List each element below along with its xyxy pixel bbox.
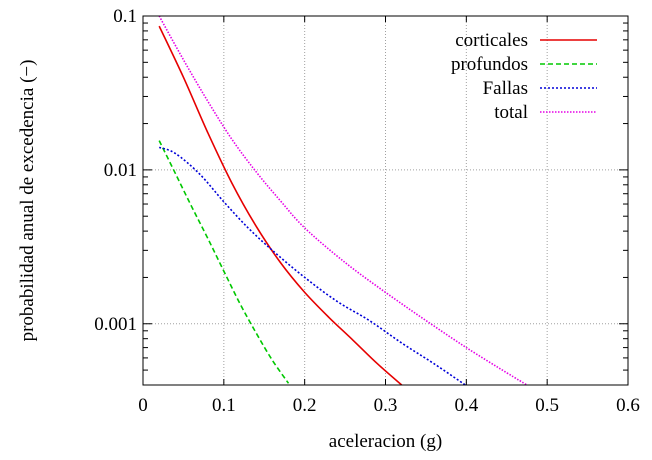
series-group (158, 16, 528, 385)
x-tick-label: 0.1 (212, 395, 236, 416)
legend-label-corticales: corticales (455, 30, 528, 51)
x-tick-label: 0.2 (293, 395, 317, 416)
legend-label-total: total (494, 102, 528, 123)
ticks (142, 15, 629, 385)
x-axis-label: aceleracion (g) (329, 431, 442, 452)
y-tick-label: 0.1 (113, 6, 137, 27)
series-line-corticales (158, 25, 403, 385)
series-line-fallas (158, 146, 467, 385)
x-tick-label: 0.6 (616, 395, 640, 416)
x-tick-label: 0.4 (454, 395, 478, 416)
tick-labels: 0 0.1 0.2 0.3 0.4 0.5 0.6 0.001 0.01 0.1 (94, 6, 640, 416)
series-line-total (158, 16, 528, 385)
x-tick-label: 0 (138, 395, 148, 416)
y-tick-label: 0.01 (104, 160, 137, 181)
legend-label-fallas: Fallas (483, 78, 528, 99)
legend: corticales profundos Fallas total (451, 30, 597, 123)
legend-label-profundos: profundos (451, 54, 528, 75)
series-line-profundos (158, 140, 290, 384)
x-tick-label: 0.5 (535, 395, 559, 416)
y-tick-label: 0.001 (94, 314, 137, 335)
x-tick-label: 0.3 (374, 395, 398, 416)
y-axis-label: probabilidad anual de excedencia (−) (17, 60, 38, 342)
